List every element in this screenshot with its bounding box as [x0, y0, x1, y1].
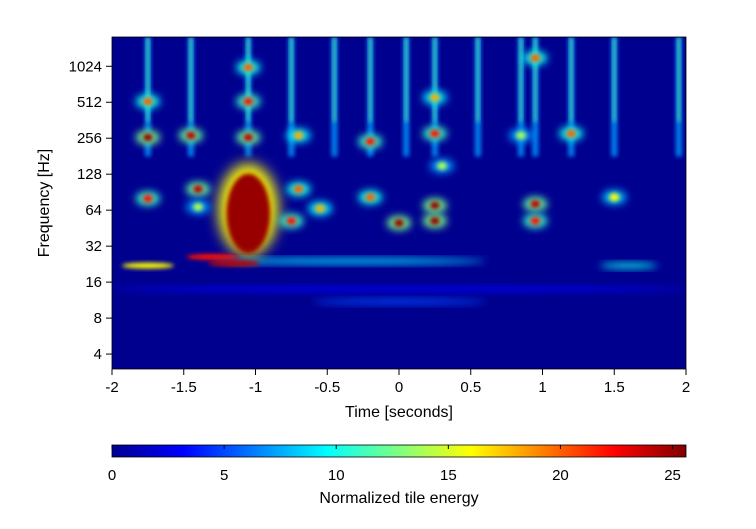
low-band [312, 298, 486, 305]
hot-spot [365, 137, 376, 146]
hot-spot [142, 133, 153, 142]
hot-spot [315, 204, 326, 213]
heatmap-tiles [112, 37, 686, 305]
y-tick-label: 64 [85, 202, 102, 219]
vertical-streak-core [246, 37, 250, 122]
colorbar-tick-label: 15 [440, 467, 457, 484]
x-tick-label: 0.5 [460, 379, 481, 396]
hot-spot [293, 131, 304, 140]
y-tick-label: 8 [94, 310, 102, 327]
low-band [112, 286, 686, 293]
harmonic-line [121, 262, 174, 269]
colorbar: 0 5 10 15 20 25 Normalized tile energy [108, 444, 687, 507]
x-tick-label: -1.5 [171, 379, 197, 396]
hot-spot [243, 133, 254, 142]
x-tick-label: -1 [249, 379, 262, 396]
vertical-streak-core [368, 37, 372, 122]
x-tick-label: 2 [682, 379, 690, 396]
hot-spot [185, 131, 196, 140]
hot-spot [193, 203, 204, 212]
hot-spot [515, 131, 526, 140]
hot-spot [566, 129, 577, 138]
hot-spot [142, 194, 153, 203]
hot-spot [193, 185, 204, 194]
vertical-streak-core [519, 37, 523, 122]
harmonic-line [207, 260, 260, 267]
colorbar-tick-label: 0 [108, 467, 116, 484]
x-tick-label: 1 [538, 379, 546, 396]
colorbar-tick-label: 20 [552, 467, 569, 484]
vertical-streak-core [146, 37, 150, 122]
low-band [212, 258, 486, 265]
colorbar-tick-label: 10 [328, 467, 345, 484]
harmonic-line [186, 253, 239, 260]
vertical-streak-core [612, 37, 616, 122]
hot-spot [243, 63, 254, 72]
vertical-streak-core [289, 37, 293, 122]
x-tick-label: -2 [105, 379, 118, 396]
colorbar-title: Normalized tile energy [319, 490, 478, 507]
y-tick-label: 256 [77, 130, 102, 147]
x-tick-label: -0.5 [314, 379, 340, 396]
vertical-streak-core [677, 37, 681, 122]
hot-spot [429, 201, 440, 210]
x-tick-label: 1.5 [604, 379, 625, 396]
hot-spot [429, 129, 440, 138]
vertical-streak-core [533, 37, 537, 122]
colorbar-gradient [111, 444, 687, 458]
x-tick-label: 0 [395, 379, 403, 396]
vertical-streak-core [189, 37, 193, 122]
x-axis: -2 -1.5 -1 -0.5 0 0.5 1 1.5 2 [105, 369, 690, 396]
hot-spot [286, 216, 297, 225]
hot-spot [530, 54, 541, 63]
hot-spot [365, 193, 376, 202]
hot-spot [609, 193, 620, 202]
vertical-streak-core [433, 37, 437, 122]
hot-spot [243, 97, 254, 106]
low-band [599, 262, 658, 269]
colorbar-tick-label: 5 [220, 467, 228, 484]
hot-spot [293, 185, 304, 194]
hot-spot [530, 216, 541, 225]
hot-spot [437, 161, 448, 170]
y-tick-label: 128 [77, 166, 102, 183]
x-axis-title: Time [seconds] [345, 404, 453, 421]
colorbar-ticks: 0 5 10 15 20 25 [108, 445, 681, 484]
vertical-streak-core [332, 37, 336, 122]
vertical-streak-core [476, 37, 480, 122]
y-tick-label: 1024 [69, 58, 102, 75]
strong-blob [226, 173, 271, 254]
y-tick-label: 512 [77, 94, 102, 111]
vertical-streak-core [569, 37, 573, 122]
y-axis-title: Frequency [Hz] [36, 149, 53, 257]
hot-spot [142, 97, 153, 106]
hot-spot [530, 200, 541, 209]
hot-spot [429, 216, 440, 225]
y-axis: 4 8 16 32 64 128 256 512 1024 [69, 58, 112, 363]
colorbar-tick-label: 25 [664, 467, 681, 484]
vertical-streak-core [404, 37, 408, 122]
plot-area [111, 36, 687, 370]
y-tick-label: 16 [85, 274, 102, 291]
hot-spot [429, 93, 440, 102]
hot-spot [394, 218, 404, 227]
y-tick-label: 4 [94, 346, 102, 363]
y-tick-label: 32 [85, 238, 102, 255]
